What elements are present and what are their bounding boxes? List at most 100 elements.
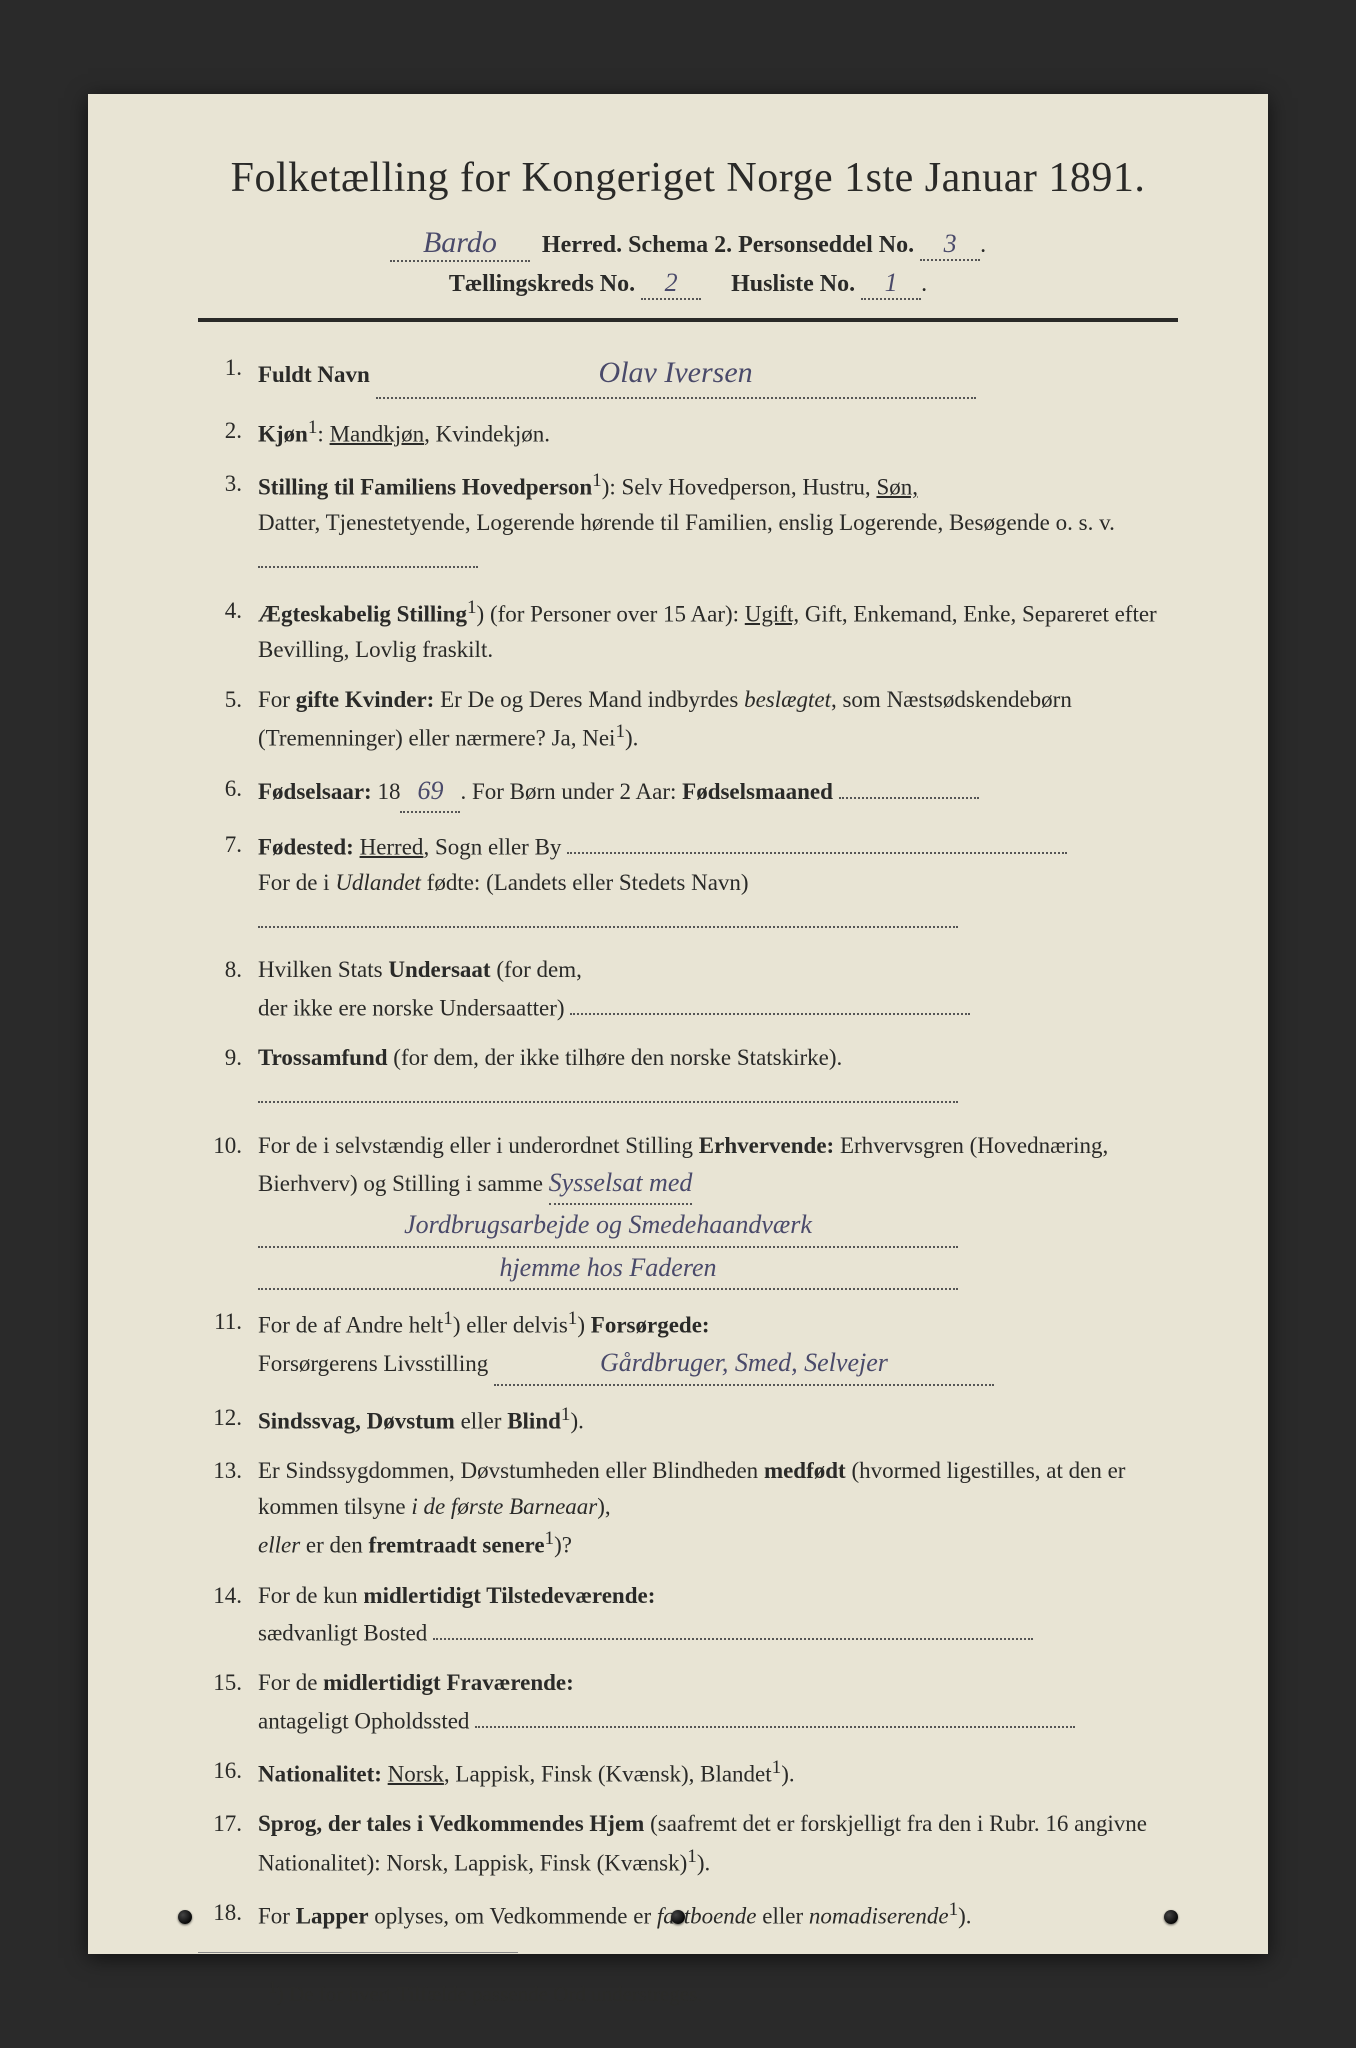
dotted-fill: [839, 771, 979, 798]
text: Hvilken Stats: [258, 957, 388, 982]
text: ).: [697, 1850, 710, 1875]
item-13: 13. Er Sindssygdommen, Døvstumheden elle…: [198, 1453, 1178, 1564]
hand-field: Sysselsat med: [549, 1163, 693, 1205]
item-number: 10.: [198, 1128, 242, 1164]
item-7: 7. Fødested: Herred, Sogn eller By For d…: [198, 827, 1178, 939]
text: antageligt Opholdssted: [258, 1708, 469, 1733]
text: ) (for Personer over 15 Aar):: [477, 601, 745, 626]
item-number: 12.: [198, 1400, 242, 1436]
sup: 1: [268, 1977, 277, 1997]
sup: 1: [772, 1757, 782, 1778]
header-line-1-print: Herred. Schema 2. Personseddel No.: [542, 232, 914, 258]
underlined-option: Herred: [360, 834, 424, 859]
text: eller: [455, 1408, 507, 1433]
item-number: 1.: [198, 350, 242, 386]
sup: 1: [308, 417, 318, 438]
item-label: Fødested:: [258, 834, 354, 859]
item-number: 5.: [198, 682, 242, 718]
sup: 1: [467, 597, 477, 618]
husliste-label: Husliste No.: [731, 271, 855, 297]
text: ).: [571, 1408, 584, 1433]
italic: nomadiserende: [809, 1904, 949, 1929]
item-label: Fødselsmaaned: [682, 779, 833, 804]
item-9: 9. Trossamfund (for dem, der ikke tilhør…: [198, 1040, 1178, 1114]
item-17: 17. Sprog, der tales i Vedkommendes Hjem…: [198, 1806, 1178, 1881]
italic: eller: [258, 1533, 300, 1558]
dotted-fill: [258, 1076, 958, 1103]
pin-icon: [178, 1910, 192, 1924]
item-label: Ægteskabelig Stilling: [258, 601, 467, 626]
herred-field: Bardo: [390, 226, 530, 262]
item-label: Kjøn: [258, 421, 308, 446]
page-background: Folketælling for Kongeriget Norge 1ste J…: [0, 0, 1356, 2048]
item-number: 6.: [198, 771, 242, 807]
underlined-option: Mandkjøn: [330, 421, 425, 446]
item-label: Fuldt Navn: [258, 362, 370, 387]
text: )?: [554, 1533, 572, 1558]
sup: 1: [561, 1404, 571, 1425]
item-number: 7.: [198, 827, 242, 863]
text: Er Sindssygdommen, Døvstumheden eller Bl…: [258, 1458, 764, 1483]
text: For de af Andre helt: [258, 1313, 443, 1338]
header-rule: [198, 318, 1178, 322]
text: ): Selv Hovedperson, Hustru,: [602, 474, 877, 499]
text: :: [317, 421, 329, 446]
dotted-fill: [567, 827, 1067, 854]
item-3: 3. Stilling til Familiens Hovedperson1):…: [198, 466, 1178, 579]
text: For: [258, 1904, 296, 1929]
italic: i de første Barneaar: [411, 1494, 597, 1519]
italic: Udlandet: [335, 870, 421, 895]
italic: beslægtet: [744, 687, 831, 712]
kreds-no: 2: [641, 268, 701, 300]
item-number: 3.: [198, 466, 242, 502]
sup: 1: [545, 1528, 555, 1549]
item-label: Erhvervende:: [699, 1133, 834, 1158]
text: fødte: (Landets eller Stedets Navn): [421, 870, 749, 895]
item-label: Lapper: [296, 1904, 369, 1929]
item-number: 14.: [198, 1578, 242, 1614]
item-number: 18.: [198, 1895, 242, 1931]
text: . For Børn under 2 Aar:: [460, 779, 682, 804]
dotted-fill: [258, 900, 958, 927]
hand-field: hjemme hos Faderen: [258, 1248, 958, 1290]
text: Forsørgerens Livsstilling: [258, 1351, 488, 1376]
text: ): [577, 1313, 590, 1338]
item-8: 8. Hvilken Stats Undersaat (for dem, der…: [198, 952, 1178, 1026]
item-label: Forsørgede:: [591, 1313, 710, 1338]
item-10: 10. For de i selvstændig eller i underor…: [198, 1128, 1178, 1291]
text: ).: [781, 1761, 794, 1786]
item-18: 18. For Lapper oplyses, om Vedkommende e…: [198, 1895, 1178, 1934]
footnote-text: ) De for hvert Tilfælde passende Ord und…: [277, 1982, 703, 2006]
item-number: 2.: [198, 413, 242, 449]
text: oplyses, om Vedkommende er: [369, 1904, 657, 1929]
text: eller: [757, 1904, 809, 1929]
footnote-rule: [198, 1952, 518, 1953]
text: For de: [258, 1670, 323, 1695]
item-label: Nationalitet:: [258, 1761, 382, 1786]
underlined-option: Ugift,: [745, 601, 799, 626]
item-label: medfødt: [764, 1458, 846, 1483]
text: Er De og Deres Mand indbyrdes: [434, 687, 744, 712]
text: ).: [625, 726, 638, 751]
item-4: 4. Ægteskabelig Stilling1) (for Personer…: [198, 593, 1178, 668]
dotted-fill: [570, 988, 970, 1015]
item-label: Trossamfund: [258, 1045, 388, 1070]
item-number: 17.: [198, 1806, 242, 1842]
kreds-label: Tællingskreds No.: [449, 271, 635, 297]
name-field: Olav Iversen: [376, 350, 976, 399]
personseddel-no: 3: [920, 229, 980, 261]
item-label: Undersaat: [388, 957, 490, 982]
census-form-paper: Folketælling for Kongeriget Norge 1ste J…: [88, 94, 1268, 1954]
text: For de i selvstændig eller i underordnet…: [258, 1133, 699, 1158]
text: For de i: [258, 870, 335, 895]
underlined-option: Søn,: [876, 474, 918, 499]
item-16: 16. Nationalitet: Norsk, Lappisk, Finsk …: [198, 1753, 1178, 1792]
text: (for dem, der ikke tilhøre den norske St…: [388, 1045, 843, 1070]
item-label: gifte Kvinder:: [296, 687, 435, 712]
item-number: 4.: [198, 593, 242, 629]
text: For de kun: [258, 1583, 363, 1608]
item-12: 12. Sindssvag, Døvstum eller Blind1).: [198, 1400, 1178, 1439]
item-number: 15.: [198, 1665, 242, 1701]
item-label: Stilling til Familiens Hovedperson: [258, 474, 592, 499]
footnote: 1) De for hvert Tilfælde passende Ord un…: [198, 1977, 1178, 2007]
